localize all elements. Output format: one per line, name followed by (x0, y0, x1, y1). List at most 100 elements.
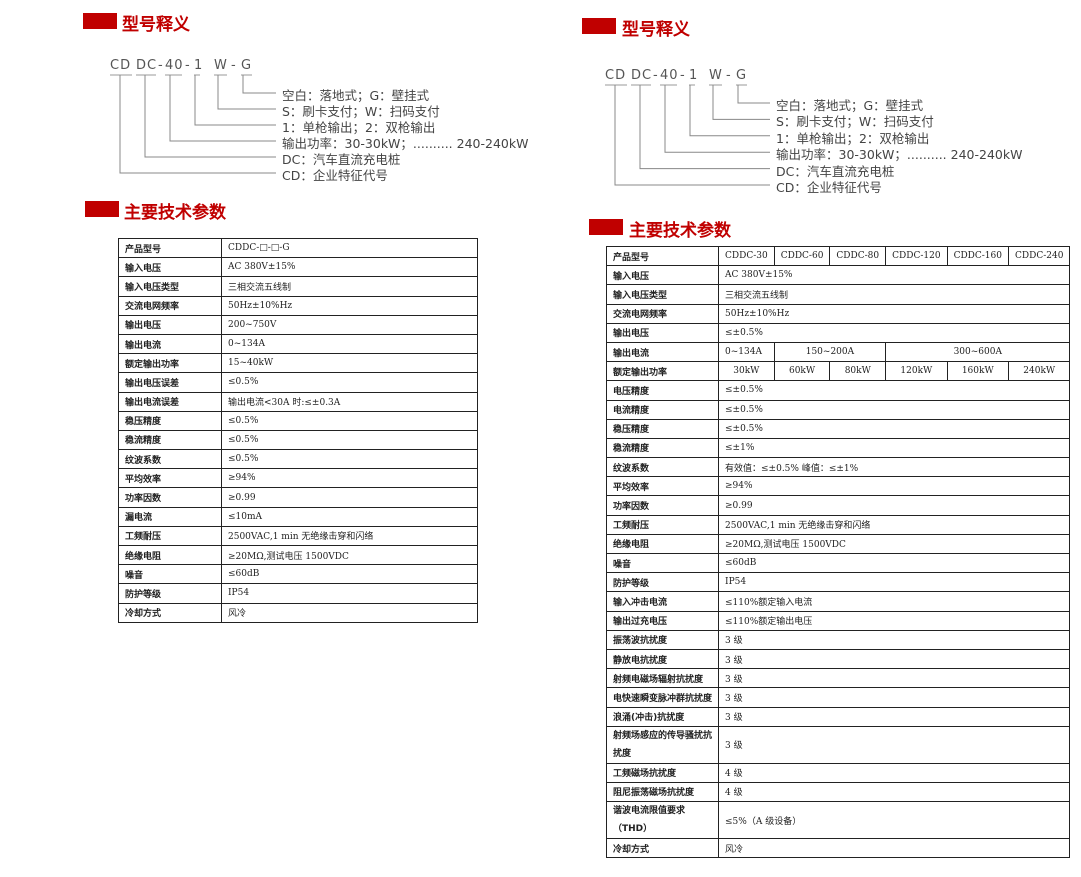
param-name: 输入电压 (605, 265, 720, 286)
param-name: 输入电压 (118, 257, 222, 278)
legend-item: 1：单枪输出；2：双枪输出 (282, 120, 436, 135)
param-name: 产品型号 (118, 237, 222, 259)
code-dc: DC (136, 58, 158, 73)
table-row: 谐波电流限值要求（THD） ≤5%（A 级设备） (605, 801, 1071, 840)
param-name: 冷却方式 (605, 838, 720, 859)
param-value: 50Hz±10%Hz (718, 303, 1071, 324)
param-name: 射频场感应的传导骚扰抗扰度 (605, 725, 720, 764)
param-value: ≥0.99 (718, 495, 1071, 516)
legend-item: 空白：落地式；G：壁挂式 (282, 88, 430, 103)
param-name: 噪音 (118, 564, 222, 585)
param-name: 谐波电流限值要求（THD） (605, 801, 720, 840)
code-one: 1 (194, 58, 204, 73)
param-name: 纹波系数 (605, 457, 720, 478)
legend-item: CD：企业特征代号 (282, 168, 388, 183)
legend-item: 输出功率：30-30kW；.......... 240-240kW (282, 136, 529, 151)
code-dash3: - (726, 68, 732, 83)
table-row: 交流电网频率 50Hz±10%Hz (605, 303, 1071, 324)
table-row: 冷却方式 风冷 (605, 838, 1071, 859)
code-dash2: - (185, 58, 191, 73)
param-value: IP54 (221, 583, 478, 604)
param-name: 浪涌(冲击)抗扰度 (605, 706, 720, 727)
param-name: 纹波系数 (118, 449, 222, 470)
param-name: 电压精度 (605, 380, 720, 401)
table-row: 输出电流 0~134A (118, 333, 478, 355)
code-dash3: - (231, 58, 237, 73)
table-row: 输出电流误差 输出电流<30A 时:≤±0.3A (118, 391, 478, 412)
param-name: 输出电流 (605, 341, 720, 363)
param-value: ≤0.5% (221, 429, 478, 451)
param-name: 输出过充电压 (605, 610, 720, 631)
param-value: 200~750V (221, 314, 478, 335)
param-name: 绝缘电阻 (118, 544, 222, 566)
param-value: 2500VAC,1 min 无绝缘击穿和闪络 (221, 525, 478, 547)
table-row: 输出电压 200~750V (118, 314, 478, 335)
code-cd: CD (605, 68, 627, 83)
param-value: ≤±0.5% (718, 380, 1071, 401)
legend-item: CD：企业特征代号 (776, 180, 882, 195)
code-one: 1 (689, 68, 699, 83)
table-row: 绝缘电阻 ≥20MΩ,测试电压 1500VDC (118, 544, 478, 566)
code-w: W (709, 68, 723, 83)
param-value: ≤110%额定输入电流 (718, 591, 1071, 612)
table-row: 防护等级 IP54 (118, 583, 478, 604)
param-name: 输入冲击电流 (605, 591, 720, 612)
section-marker (85, 201, 119, 217)
param-name: 产品型号 (605, 245, 720, 267)
table-row: 噪音 ≤60dB (118, 564, 478, 585)
param-value: ≥94% (221, 468, 478, 489)
param-name: 稳压精度 (605, 418, 720, 439)
param-value: 输出电流<30A 时:≤±0.3A (221, 391, 478, 412)
param-value: ≤5%（A 级设备） (718, 801, 1071, 840)
param-value: 4 级 (718, 762, 1071, 783)
param-value: 50Hz±10%Hz (221, 295, 478, 316)
table-row: 冷却方式 风冷 (118, 602, 478, 623)
param-name: 稳压精度 (118, 410, 222, 431)
model-cell: CDDC-160 (946, 245, 1010, 267)
param-value: 3 级 (718, 648, 1071, 670)
code-w: W (214, 58, 228, 73)
table-row: 输入冲击电流 ≤110%额定输入电流 (605, 591, 1071, 612)
params-title: 主要技术参数 (124, 203, 226, 223)
param-name: 振荡波抗扰度 (605, 629, 720, 650)
table-row: 平均效率 ≥94% (605, 476, 1071, 497)
table-row: 振荡波抗扰度 3 级 (605, 629, 1071, 650)
table-row: 纹波系数 ≤0.5% (118, 449, 478, 470)
table-row: 射频场感应的传导骚扰抗扰度 3 级 (605, 725, 1071, 764)
code-dash2: - (680, 68, 686, 83)
param-value: 4 级 (718, 781, 1071, 803)
param-value: 风冷 (221, 602, 478, 623)
param-value: 0~134A (221, 333, 478, 355)
param-name: 稳流精度 (118, 429, 222, 451)
param-value: 三相交流五线制 (718, 284, 1071, 305)
table-row: 输出电压误差 ≤0.5% (118, 372, 478, 393)
table-row: 稳压精度 ≤±0.5% (605, 418, 1071, 439)
param-value: ≤±0.5% (718, 399, 1071, 420)
table-row: 输出电压 ≤±0.5% (605, 322, 1071, 343)
param-name: 输出电流误差 (118, 391, 222, 412)
param-name: 冷却方式 (118, 602, 222, 623)
legend-item: S：刷卡支付；W：扫码支付 (282, 104, 440, 119)
param-value: ≤0.5% (221, 410, 478, 431)
table-row: 产品型号 CDDC-30 CDDC-60 CDDC-80 CDDC-120 CDDC-16… (605, 245, 1071, 267)
table-row: 静放电抗扰度 3 级 (605, 648, 1071, 670)
param-name: 输出电压误差 (118, 372, 222, 393)
param-name: 工频磁场抗扰度 (605, 762, 720, 783)
param-value: 30kW (718, 361, 775, 382)
param-value: 风冷 (718, 838, 1071, 859)
param-name: 噪音 (605, 552, 720, 574)
param-name: 额定输出功率 (605, 361, 720, 382)
param-name: 平均效率 (118, 468, 222, 489)
param-value: 3 级 (718, 629, 1071, 650)
param-value: ≤±1% (718, 437, 1071, 459)
table-row: 纹波系数 有效值：≤±0.5% 峰值：≤±1% (605, 457, 1071, 478)
param-name: 输入电压类型 (118, 276, 222, 297)
param-value: 3 级 (718, 725, 1071, 764)
legend-item: 1：单枪输出；2：双枪输出 (776, 130, 930, 146)
legend-item: S：刷卡支付；W：扫码支付 (776, 114, 934, 130)
model-cell: CDDC-60 (773, 245, 831, 267)
table-row: 输出过充电压 ≤110%额定输出电压 (605, 610, 1071, 631)
table-row: 稳压精度 ≤0.5% (118, 410, 478, 431)
table-row: 稳流精度 ≤0.5% (118, 429, 478, 451)
table-row: 交流电网频率 50Hz±10%Hz (118, 295, 478, 316)
